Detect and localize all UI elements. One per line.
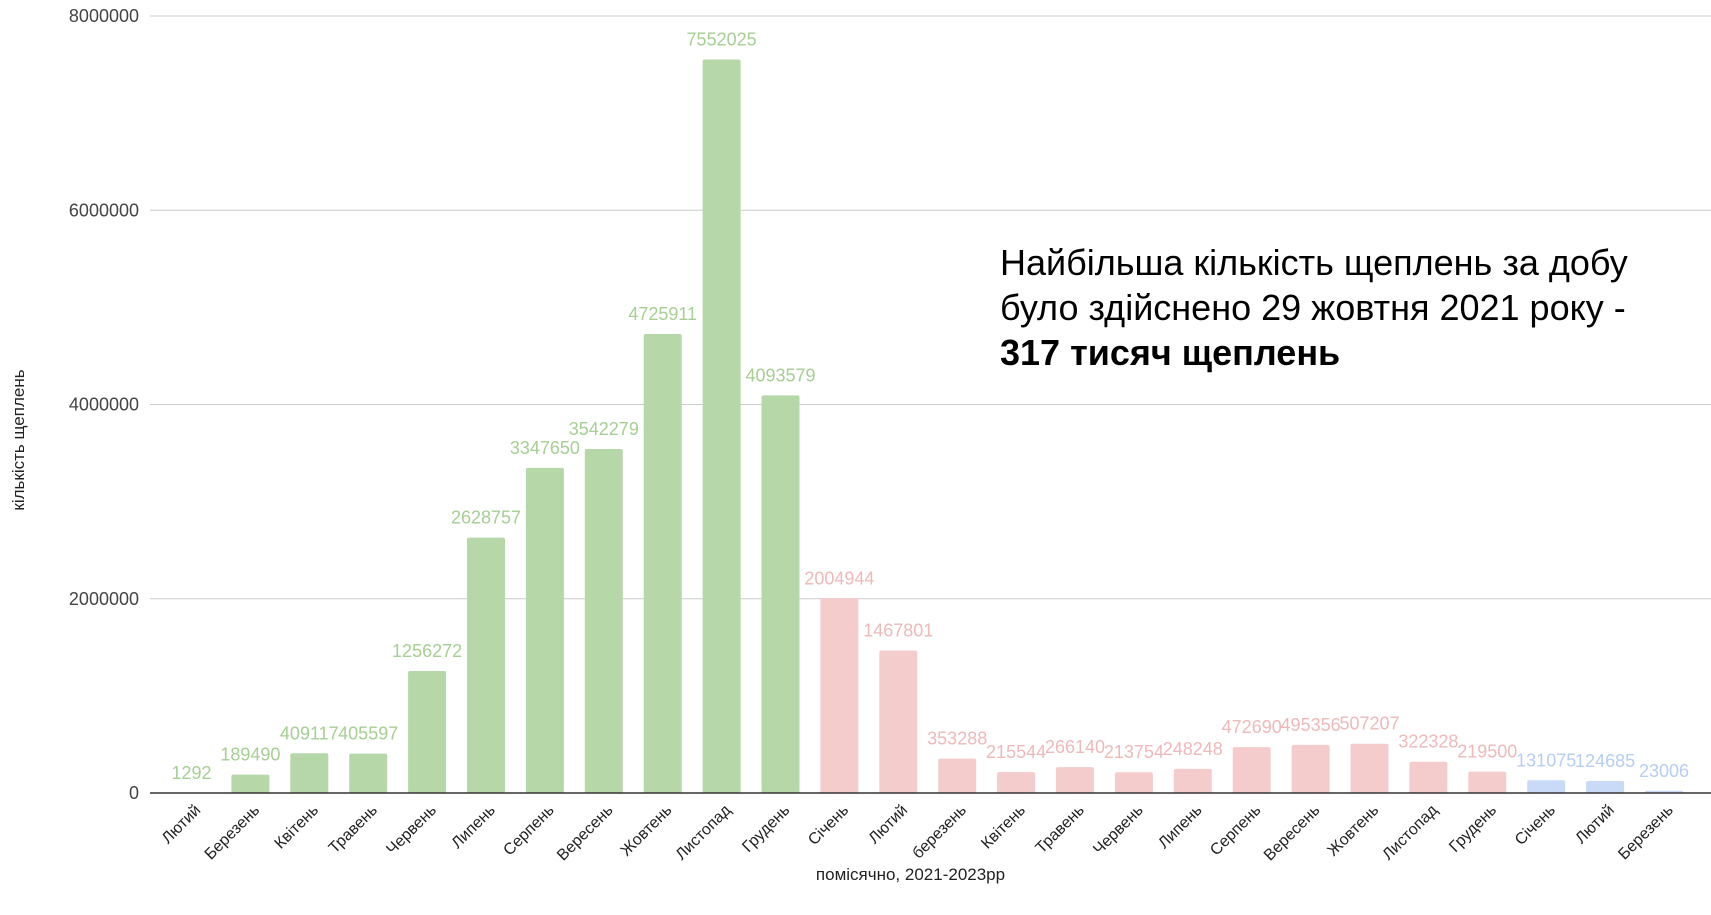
x-tick-label: Січень — [1512, 802, 1559, 849]
bar — [290, 753, 329, 793]
x-tick-label: Вересень — [554, 802, 617, 865]
x-tick-label: Грудень — [739, 802, 793, 856]
bar — [1527, 780, 1566, 793]
bar — [1291, 744, 1330, 793]
y-tick-label: 0 — [129, 783, 139, 803]
bar — [1586, 780, 1625, 793]
data-label: 189490 — [220, 745, 280, 765]
y-tick-label: 8000000 — [69, 6, 139, 26]
bar — [643, 333, 682, 793]
x-axis-title: помісячно, 2021-2023рр — [816, 865, 1005, 884]
x-tick-label: Вересень — [1261, 802, 1324, 865]
data-label: 472690 — [1222, 717, 1282, 737]
x-tick-label: Січень — [805, 802, 852, 849]
bar — [820, 598, 859, 793]
data-label: 507207 — [1339, 714, 1399, 734]
bar — [1232, 747, 1271, 793]
data-label: 213754 — [1104, 742, 1164, 762]
bar — [1409, 761, 1448, 793]
x-tick-label: Липень — [449, 802, 499, 852]
data-label: 405597 — [338, 724, 398, 744]
bar — [1350, 743, 1389, 793]
x-tick-label: Листопад — [673, 801, 735, 863]
data-label: 1292 — [171, 763, 211, 783]
bar — [702, 59, 741, 793]
data-label: 131075 — [1516, 750, 1576, 770]
data-label: 215544 — [986, 742, 1046, 762]
y-axis-title: кількість щеплень — [9, 369, 28, 510]
x-tick-label: Березень — [202, 802, 264, 864]
data-label: 4725911 — [628, 304, 697, 324]
bar — [997, 772, 1036, 793]
x-tick-label: Жовтень — [618, 802, 676, 860]
data-label: 3542279 — [569, 419, 639, 439]
bar — [1468, 771, 1507, 793]
bar — [584, 448, 623, 793]
x-tick-label: Листопад — [1379, 801, 1441, 863]
annotation-note: Найбільша кількість щеплень за добу було… — [1000, 240, 1700, 375]
data-label: 7552025 — [687, 30, 757, 50]
bars — [172, 59, 1683, 793]
annotation-line-1: Найбільша кількість щеплень за добу — [1000, 242, 1628, 283]
data-label: 2004944 — [804, 568, 874, 588]
bar — [467, 537, 505, 793]
x-tick-label: Квітень — [978, 802, 1029, 853]
bar — [1056, 767, 1094, 793]
x-tick-label: Липень — [1155, 802, 1205, 852]
data-label: 4093579 — [745, 365, 815, 385]
data-label: 266140 — [1045, 737, 1105, 757]
x-tick-label: Серпень — [1207, 802, 1264, 859]
data-label: 353288 — [927, 729, 987, 749]
x-tick-label: Червень — [1090, 802, 1146, 858]
data-label: 1467801 — [863, 620, 933, 640]
data-label: 1256272 — [392, 641, 462, 661]
x-tick-label: березень — [910, 802, 971, 863]
data-label: 495356 — [1281, 715, 1341, 735]
data-label: 248248 — [1163, 739, 1223, 759]
bar — [349, 753, 388, 793]
annotation-highlight: 317 тисяч щеплень — [1000, 332, 1341, 373]
x-tick-label: Березень — [1615, 802, 1677, 864]
x-tick-label: Серпень — [500, 802, 557, 859]
x-tick-label: Лютий — [159, 802, 205, 848]
x-tick-label: Лютий — [866, 802, 912, 848]
bar — [1173, 768, 1212, 793]
data-label: 409117 — [280, 723, 339, 743]
y-tick-label: 2000000 — [69, 589, 139, 609]
bar — [761, 395, 800, 793]
annotation-line-2: було здійснено 29 жовтня 2021 року - — [1000, 287, 1626, 328]
gridlines — [150, 15, 1711, 600]
data-label: 124685 — [1575, 751, 1635, 771]
y-tick-label: 6000000 — [69, 200, 139, 220]
data-label: 219500 — [1457, 742, 1517, 762]
bar — [938, 758, 977, 793]
data-label: 322328 — [1398, 732, 1458, 752]
data-label: 2628757 — [451, 508, 521, 528]
y-axis-ticks: 0 2000000 4000000 6000000 8000000 — [69, 6, 139, 803]
data-label: 3347650 — [510, 438, 580, 458]
x-tick-label: Жовтень — [1324, 802, 1382, 860]
x-tick-label: Квітень — [272, 802, 323, 853]
x-tick-label: Лютий — [1572, 802, 1618, 848]
bar — [231, 774, 270, 793]
x-tick-label: Червень — [383, 802, 439, 858]
bar — [1114, 772, 1153, 793]
x-tick-label: Травень — [1033, 802, 1088, 857]
x-tick-label: Травень — [326, 802, 381, 857]
data-label: 23006 — [1639, 761, 1689, 781]
y-tick-label: 4000000 — [69, 395, 139, 415]
x-tick-label: Грудень — [1446, 802, 1500, 856]
bar — [525, 467, 564, 793]
bar — [879, 650, 918, 793]
bar — [408, 670, 447, 793]
